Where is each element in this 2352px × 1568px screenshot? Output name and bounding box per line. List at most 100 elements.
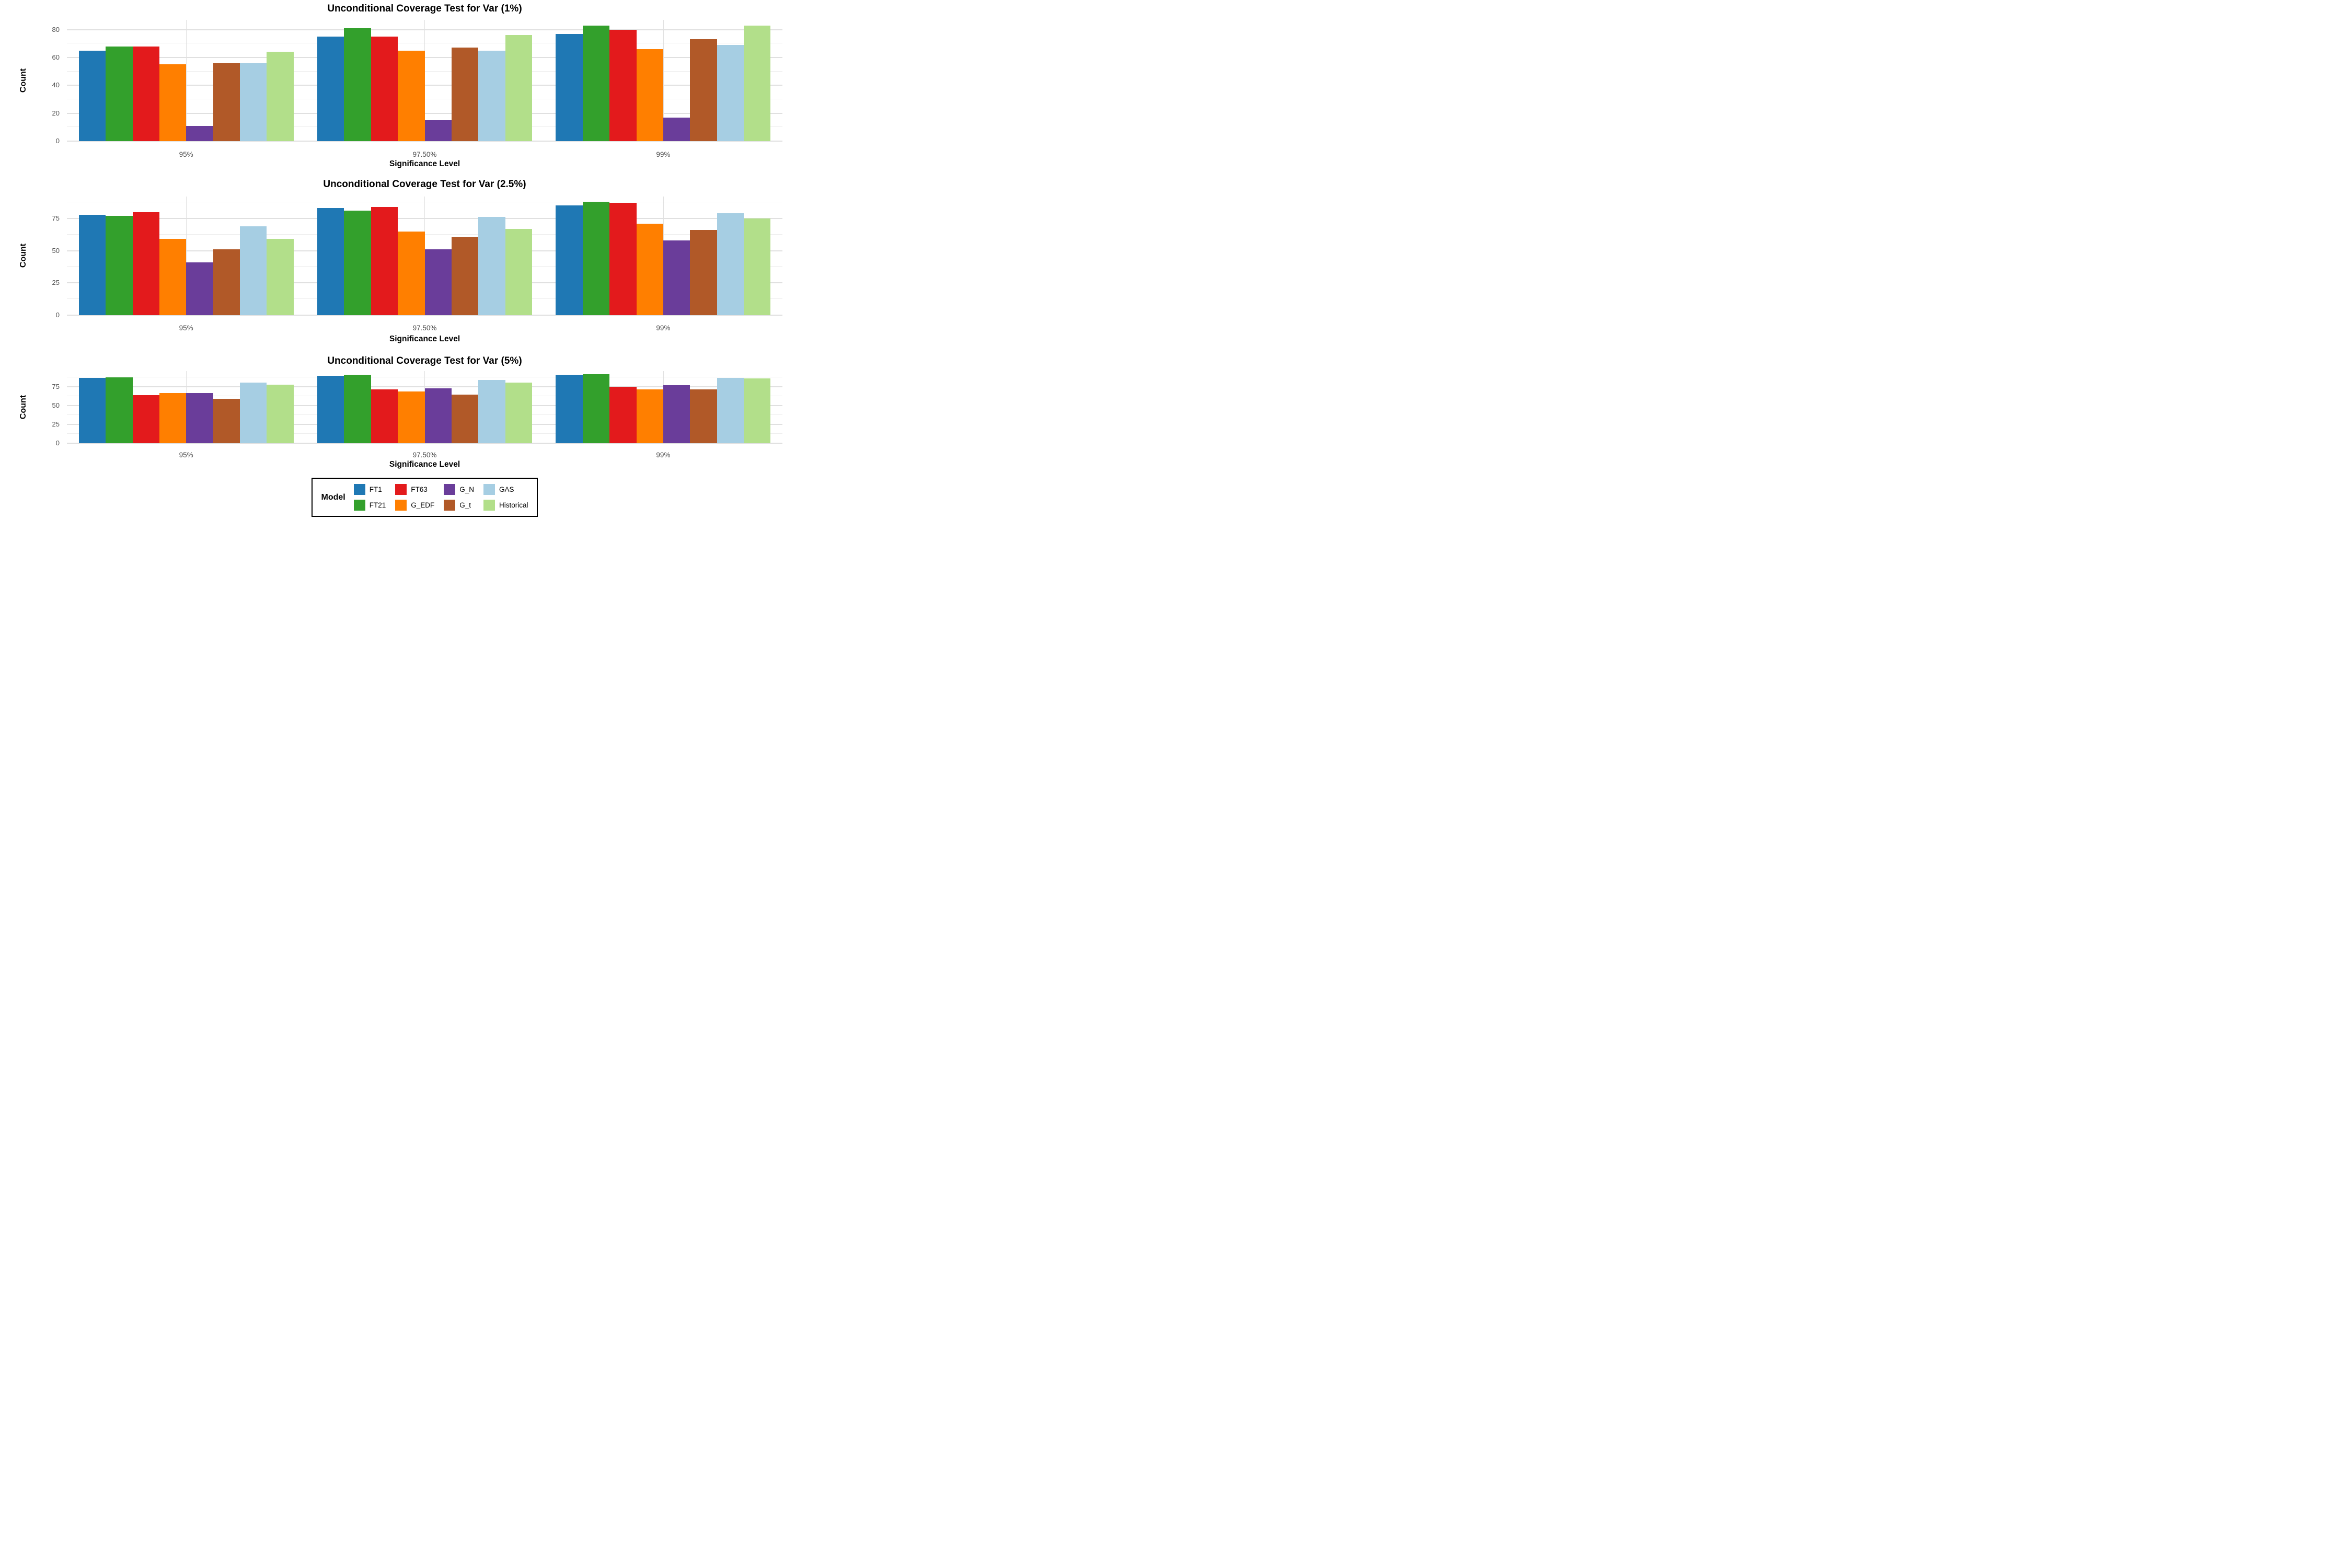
x-tick-label-95%: 95% — [179, 451, 193, 459]
bar-FT21-99% — [582, 374, 610, 443]
category-cell-99% — [544, 197, 782, 315]
bar-G_t-95% — [213, 63, 240, 141]
bar-group-97.50% — [317, 20, 532, 141]
bar-FT21-97.50% — [344, 211, 371, 315]
legend-label: GAS — [499, 486, 514, 493]
bar-FT21-95% — [106, 377, 133, 443]
gridline-vertical — [424, 20, 425, 141]
bar-G_EDF-99% — [636, 389, 663, 443]
bar-GAS-97.50% — [478, 380, 505, 443]
category-cell-97.50% — [305, 197, 544, 315]
legend-item-G_N: G_N — [444, 484, 474, 495]
bar-GAS-99% — [717, 377, 744, 443]
bar-Historical-97.50% — [505, 228, 532, 315]
legend-label: FT21 — [369, 501, 386, 509]
bar-group-99% — [556, 20, 771, 141]
bar-FT21-99% — [582, 25, 610, 141]
panel-title-var-1pct: Unconditional Coverage Test for Var (1%) — [327, 3, 522, 14]
y-tick-label-50: 50 — [52, 246, 60, 255]
bar-GAS-95% — [239, 382, 267, 443]
x-tick-label-95%: 95% — [179, 151, 193, 158]
bar-Historical-97.50% — [505, 382, 532, 443]
bar-Historical-99% — [743, 218, 771, 315]
x-axis-title: Significance Level — [389, 335, 460, 343]
bar-G_N-99% — [663, 117, 690, 141]
bar-GAS-99% — [717, 213, 744, 315]
legend-item-FT21: FT21 — [353, 500, 386, 511]
gridline-vertical — [186, 197, 187, 315]
bar-G_N-99% — [663, 385, 690, 443]
bar-FT1-97.50% — [317, 375, 344, 443]
category-cell-97.50% — [305, 371, 544, 443]
plot-area-var-5pct — [67, 371, 782, 444]
bar-group-99% — [556, 197, 771, 315]
gridline-vertical — [663, 20, 664, 141]
bar-FT21-95% — [106, 46, 133, 141]
legend-swatch-G_EDF — [395, 500, 407, 511]
x-tick-label-99%: 99% — [656, 451, 671, 459]
bar-Historical-95% — [267, 384, 294, 443]
legend-label: FT63 — [411, 486, 428, 493]
panel-title-var-2-5pct: Unconditional Coverage Test for Var (2.5… — [323, 179, 526, 190]
y-tick-label-40: 40 — [52, 81, 60, 89]
bar-Historical-97.50% — [505, 35, 532, 141]
bar-G_N-97.50% — [424, 120, 452, 141]
bar-Historical-99% — [743, 378, 771, 443]
bar-FT63-95% — [132, 395, 159, 443]
bar-G_EDF-99% — [636, 49, 663, 141]
bar-G_EDF-95% — [159, 393, 187, 443]
bar-G_t-95% — [213, 249, 240, 315]
legend-label: FT1 — [369, 486, 382, 493]
category-cell-95% — [67, 371, 305, 443]
legend-item-FT63: FT63 — [395, 484, 434, 495]
legend-swatch-FT63 — [395, 484, 407, 495]
y-tick-label-50: 50 — [52, 401, 60, 410]
bar-G_EDF-95% — [159, 239, 187, 315]
bar-group-97.50% — [317, 197, 532, 315]
legend-swatch-G_N — [444, 484, 456, 495]
y-tick-label-0: 0 — [55, 137, 60, 145]
bar-G_t-99% — [690, 39, 717, 141]
legend-item-Historical: Historical — [483, 500, 528, 511]
bar-G_t-97.50% — [451, 394, 479, 443]
category-cell-99% — [544, 371, 782, 443]
bar-G_N-99% — [663, 240, 690, 315]
x-tick-label-97.50%: 97.50% — [412, 151, 437, 158]
y-tick-label-80: 80 — [52, 25, 60, 33]
legend-item-G_t: G_t — [444, 500, 474, 511]
legend-item-FT1: FT1 — [353, 484, 386, 495]
bar-FT63-99% — [609, 203, 637, 315]
y-tick-label-75: 75 — [52, 214, 60, 222]
plot-area-var-1pct — [67, 20, 782, 142]
x-tick-label-99%: 99% — [656, 151, 671, 158]
bar-G_N-95% — [186, 262, 213, 315]
bar-G_EDF-95% — [159, 64, 187, 141]
bar-group-99% — [556, 371, 771, 443]
bar-G_EDF-97.50% — [398, 231, 425, 315]
gridline-major — [67, 443, 782, 444]
bar-FT21-95% — [106, 216, 133, 315]
legend-title: Model — [321, 492, 345, 502]
legend-swatch-FT1 — [353, 484, 365, 495]
legend-label: G_EDF — [411, 501, 435, 509]
bar-FT63-95% — [132, 212, 159, 315]
bar-GAS-97.50% — [478, 217, 505, 315]
gridline-major — [67, 315, 782, 316]
legend-item-G_EDF: G_EDF — [395, 500, 434, 511]
bar-Historical-95% — [267, 52, 294, 141]
bar-Historical-99% — [743, 25, 771, 141]
bar-group-97.50% — [317, 371, 532, 443]
category-cell-99% — [544, 20, 782, 141]
legend-swatch-GAS — [483, 484, 495, 495]
bar-FT63-99% — [609, 29, 637, 141]
x-tick-label-97.50%: 97.50% — [412, 451, 437, 459]
y-tick-label-25: 25 — [52, 420, 60, 429]
bar-group-95% — [78, 197, 294, 315]
legend-swatch-FT21 — [353, 500, 365, 511]
legend-swatch-G_t — [444, 500, 456, 511]
category-cell-95% — [67, 20, 305, 141]
bar-G_EDF-99% — [636, 223, 663, 315]
y-tick-label-60: 60 — [52, 53, 60, 61]
plot-area-var-2-5pct — [67, 197, 782, 316]
bar-FT21-97.50% — [344, 28, 371, 141]
